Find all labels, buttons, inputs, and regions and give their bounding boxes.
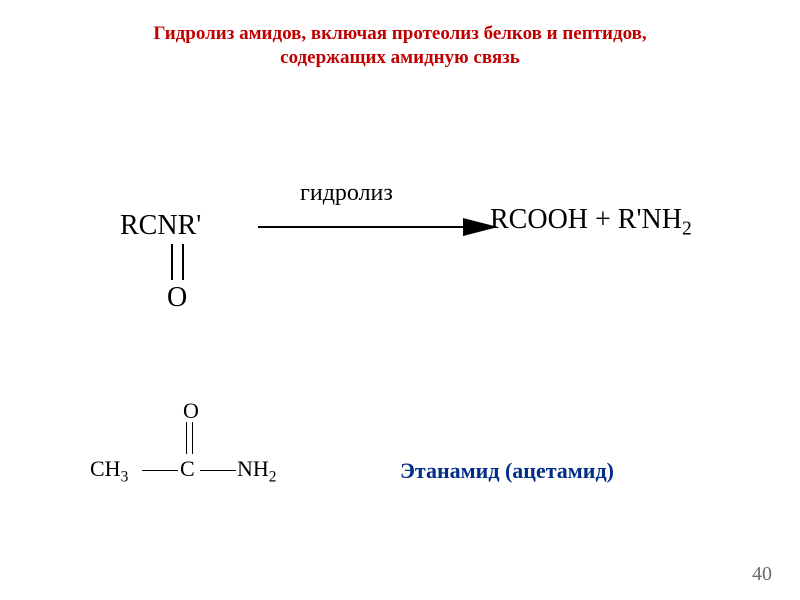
title-line-2: содержащих амидную связь [280,47,520,68]
ch3-text: CH [90,456,121,481]
products-sub: 2 [682,219,692,240]
acetamide-bond1 [142,470,178,471]
acetamide-double-bond [186,422,193,454]
title-line-1: Гидролиз амидов, включая протеолиз белко… [153,23,646,44]
reaction-products: RCOOH + R'NH2 [490,204,692,241]
acetamide-ch3: CH3 [90,456,128,486]
reactant-oxygen: O [167,282,187,314]
reaction-reactant: RCNR' [120,210,201,242]
reaction-arrow [258,212,508,242]
nh2-text: NH [237,456,269,481]
acetamide-o: O [183,398,199,424]
ch3-sub: 3 [121,468,129,485]
reactant-formula: RCNR' [120,210,201,241]
acetamide-bond2 [200,470,236,471]
slide-title: Гидролиз амидов, включая протеолиз белко… [0,22,800,70]
nh2-sub: 2 [269,468,277,485]
page-number: 40 [752,563,772,586]
acetamide-nh2: NH2 [237,456,276,486]
reactant-double-bond-lines [171,244,184,280]
products-main: RCOOH + R'NH [490,204,682,235]
acetamide-label: Этанамид (ацетамид) [400,458,614,484]
acetamide-c: C [180,456,195,482]
reaction-arrow-label: гидролиз [300,180,393,207]
